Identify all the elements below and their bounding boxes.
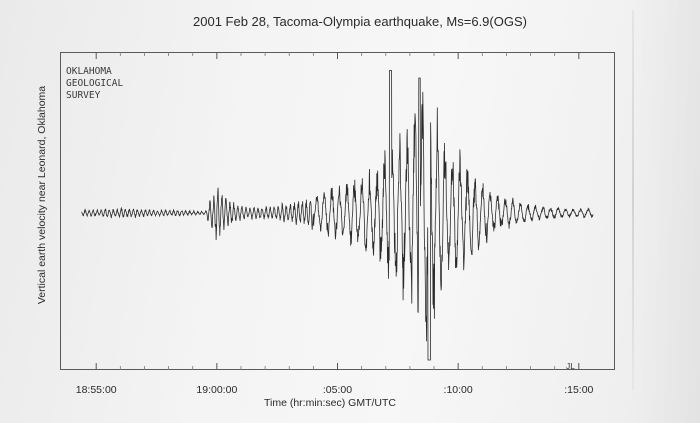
agency-label: OKLAHOMA GEOLOGICAL SURVEY xyxy=(66,66,123,102)
chart-title: 2001 Feb 28, Tacoma-Olympia earthquake, … xyxy=(193,14,527,29)
agency-line-3: SURVEY xyxy=(66,90,101,101)
top-ticks xyxy=(95,52,580,59)
x-tick-label: :05:00 xyxy=(322,384,353,396)
paper-crease xyxy=(632,10,634,390)
x-tick-label: :15:00 xyxy=(564,384,594,396)
author-initials: JL xyxy=(566,361,575,371)
x-tick-label: 18:55:00 xyxy=(75,384,117,396)
seismogram-plot xyxy=(81,52,594,370)
bottom-ticks xyxy=(95,363,580,370)
x-tick-label: 19:00:00 xyxy=(196,384,238,396)
agency-line-1: OKLAHOMA xyxy=(66,66,112,77)
photo-shading xyxy=(630,0,700,423)
y-axis-label: Vertical earth velocity near Leonard, Ok… xyxy=(36,85,48,305)
seismogram-trace xyxy=(81,70,594,361)
x-tick-label: :10:00 xyxy=(443,384,473,396)
agency-line-2: GEOLOGICAL xyxy=(66,78,124,89)
x-axis-label: Time (hr:min:sec) GMT/UTC xyxy=(263,397,397,409)
